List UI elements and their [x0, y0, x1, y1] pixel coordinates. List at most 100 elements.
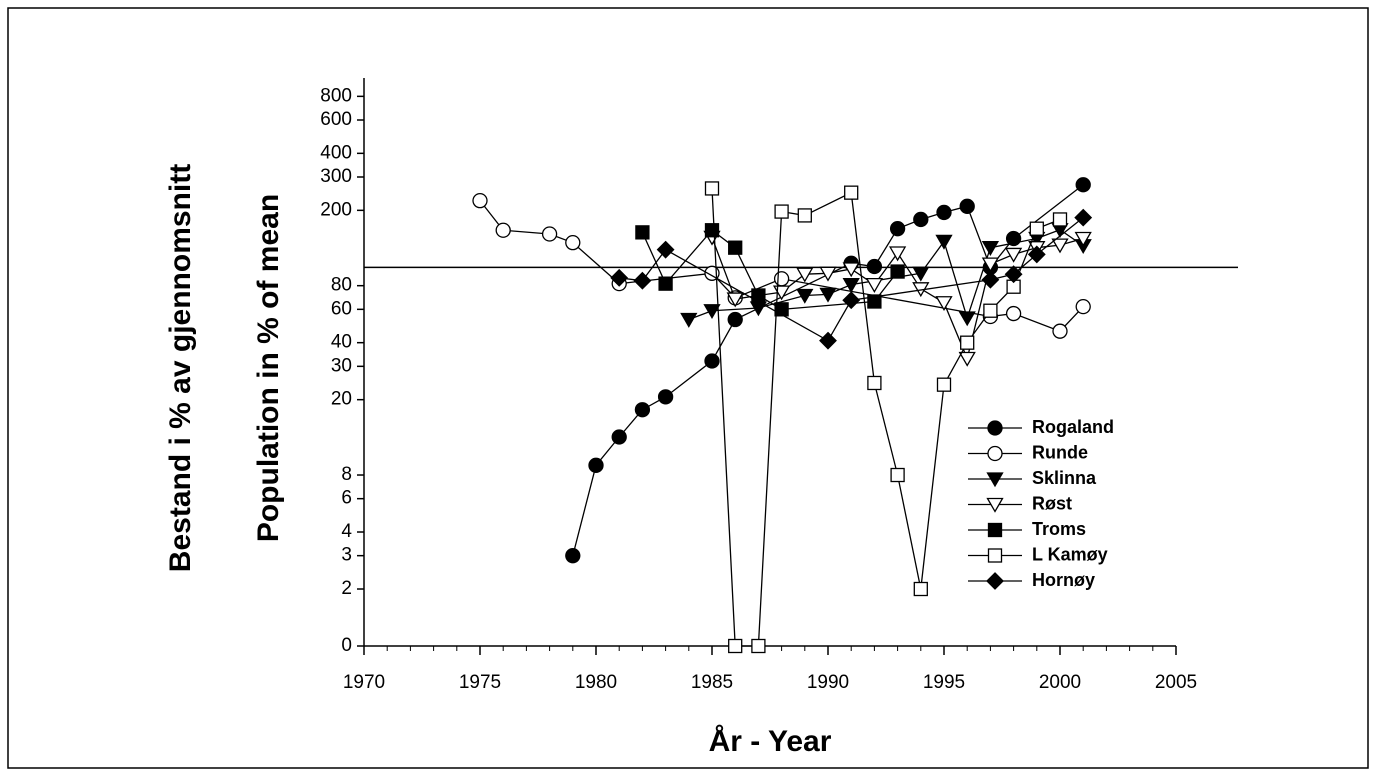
data-point [981, 270, 1000, 289]
data-point [1051, 238, 1069, 254]
data-point [1074, 208, 1093, 227]
y-tick-label: 300 [320, 166, 352, 187]
data-point [981, 257, 1000, 273]
data-point [958, 311, 976, 327]
data-point [704, 223, 720, 238]
data-point [1029, 221, 1044, 236]
data-point [935, 234, 953, 250]
data-point [703, 304, 721, 320]
y-tick-label: 20 [331, 389, 352, 410]
data-point [727, 311, 743, 328]
data-point [611, 429, 627, 445]
data-point [796, 267, 814, 283]
y-title-2: Population in % of mean [252, 194, 285, 542]
data-point [1005, 305, 1022, 322]
data-point [1004, 247, 1023, 263]
data-point [867, 294, 882, 309]
data-point [842, 278, 860, 293]
data-point [751, 638, 766, 654]
y-tick-label: 80 [331, 275, 352, 296]
data-point [842, 291, 861, 310]
data-point [728, 638, 743, 654]
legend-label: L Kamøy [1032, 544, 1108, 564]
data-point [844, 185, 859, 200]
data-point [819, 266, 837, 282]
data-point [867, 375, 882, 391]
x-tick-label: 1990 [807, 672, 849, 693]
legend-label: Troms [1032, 519, 1086, 539]
data-point [751, 288, 766, 303]
legend-label: Røst [1032, 493, 1072, 513]
y-tick-label: 30 [331, 355, 352, 376]
y-tick-label: 60 [331, 298, 352, 319]
legend-label: Rogaland [1032, 417, 1114, 437]
data-point [773, 271, 790, 287]
y-tick-label: 40 [331, 332, 352, 353]
y-tick-label: 400 [320, 142, 352, 163]
data-point [657, 389, 674, 405]
data-point [1027, 245, 1046, 264]
data-point [866, 258, 883, 275]
data-point [774, 204, 789, 219]
data-point [935, 296, 953, 312]
y-tick-label: 6 [341, 488, 352, 509]
legend-marker [987, 522, 1003, 538]
data-point [819, 287, 837, 303]
legend-marker [987, 445, 1003, 462]
data-point [958, 351, 976, 367]
data-point [658, 276, 673, 291]
y-tick-label: 800 [320, 85, 352, 106]
data-point [1074, 231, 1092, 247]
y-tick-label: 4 [341, 521, 352, 542]
frame [7, 7, 1369, 769]
data-point [704, 353, 720, 369]
data-point [913, 211, 929, 228]
data-point [983, 303, 998, 318]
legend-marker [986, 572, 1004, 590]
y-tick-label: 0 [341, 635, 352, 656]
x-tick-label: 1995 [923, 672, 965, 693]
legend-marker [986, 472, 1004, 488]
x-tick-label: 1980 [575, 672, 617, 693]
series-line [711, 237, 1084, 361]
data-point [728, 240, 743, 255]
series-line [572, 184, 1084, 556]
data-point [633, 271, 652, 290]
data-point [472, 193, 488, 209]
x-tick-label: 1975 [459, 672, 501, 693]
series-line [641, 229, 899, 311]
data-point [936, 377, 952, 392]
data-point [680, 312, 698, 328]
data-point [635, 225, 650, 240]
data-point [634, 402, 651, 418]
data-point [912, 266, 930, 282]
series-line [479, 200, 1084, 332]
y-tick-label: 600 [320, 109, 352, 130]
data-point [1052, 323, 1068, 339]
data-point [656, 240, 675, 259]
legend-label: Sklinna [1032, 468, 1097, 488]
legend-marker [986, 497, 1004, 513]
legend-marker [987, 548, 1003, 563]
data-point [588, 457, 604, 473]
data-point [565, 548, 581, 564]
data-point [959, 198, 975, 214]
legend-label: Hornøy [1032, 570, 1095, 590]
x-tick-label: 2000 [1039, 672, 1081, 693]
y-tick-label: 8 [341, 464, 352, 485]
legend-label: Runde [1032, 442, 1088, 462]
data-point [890, 264, 905, 279]
data-point [865, 278, 884, 293]
data-point [819, 331, 837, 350]
data-point [541, 226, 558, 242]
data-point [888, 246, 907, 262]
x-tick-label: 2005 [1155, 672, 1197, 693]
data-point [1075, 177, 1091, 193]
data-point [1052, 212, 1068, 227]
data-point [889, 221, 906, 237]
y-tick-label: 2 [341, 578, 352, 599]
data-point [960, 335, 975, 350]
data-point [495, 222, 511, 238]
data-point [565, 235, 581, 251]
